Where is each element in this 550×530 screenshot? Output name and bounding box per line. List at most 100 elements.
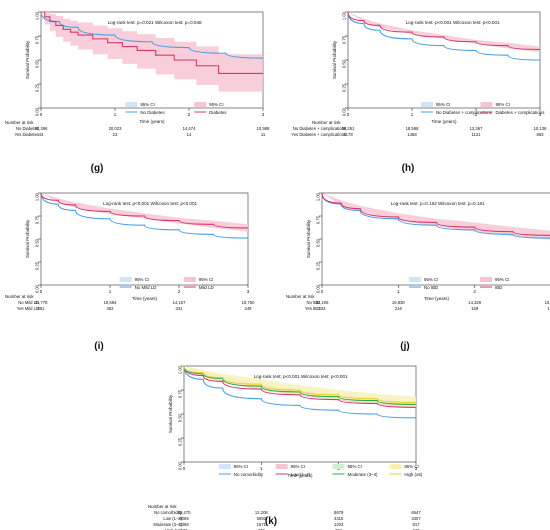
data-point	[299, 394, 301, 396]
data-point	[443, 36, 445, 38]
data-point	[512, 231, 514, 233]
panel-letter: (i)	[94, 341, 103, 352]
risk-group-label: Yes IBD	[305, 306, 320, 311]
y-tick-label: 0.50	[342, 59, 347, 68]
risk-value: 43	[39, 132, 44, 137]
y-tick-label: 0.75	[178, 389, 183, 398]
panel-letter: (g)	[91, 163, 104, 174]
data-point	[173, 59, 175, 61]
risk-value: 32,396	[35, 126, 48, 131]
data-point	[151, 41, 153, 43]
survival-curve	[347, 11, 541, 50]
risk-value: 14,157	[173, 300, 186, 305]
y-tick-label: 0.00	[35, 284, 40, 293]
y-tick-label: 0.50	[316, 238, 321, 247]
y-tick-label: 0.50	[178, 413, 183, 422]
risk-value: 452	[107, 306, 115, 311]
y-tick-label: 0.75	[35, 215, 40, 224]
legend-ci-label: 95% CI	[209, 102, 223, 107]
risk-value: 228	[413, 528, 421, 530]
y-tick-label: 0.25	[178, 437, 183, 446]
data-point	[144, 215, 145, 217]
legend-ci-swatch	[480, 277, 493, 282]
data-point	[225, 52, 227, 54]
test-statistics: Log-rank test: p<0.001 Wilcoxon test: p<…	[406, 20, 500, 25]
x-tick-label: 0	[183, 466, 186, 471]
risk-value: 10,988	[257, 126, 270, 131]
legend-line-label: High (≥5)	[404, 472, 423, 477]
data-point	[222, 380, 224, 382]
data-point	[260, 388, 262, 390]
legend-ci-label: 95% CI	[135, 277, 149, 282]
data-point	[213, 233, 214, 235]
y-tick-label: 0.25	[342, 83, 347, 92]
x-tick-label: 2	[475, 112, 478, 117]
y-axis-label: Survival Probability	[332, 40, 337, 79]
data-point	[299, 404, 301, 406]
risk-value: 291	[335, 528, 343, 530]
x-tick-label: 2	[188, 112, 191, 117]
ci-band	[41, 12, 263, 92]
data-point	[415, 406, 417, 408]
survival-curve	[40, 192, 249, 239]
data-point	[411, 38, 413, 40]
x-tick-label: 0	[40, 112, 43, 117]
risk-value: 20,023	[109, 126, 122, 131]
legend-ci-label: 95% CI	[291, 464, 305, 469]
test-statistics: Log-rank test: p=0.021 Wilcoxon test: p=…	[108, 20, 202, 25]
x-tick-label: 0	[347, 112, 350, 117]
panel-letter: (j)	[400, 341, 409, 352]
y-tick-label: 0.00	[316, 284, 321, 293]
x-tick-label: 1	[397, 289, 400, 294]
risk-value: 1203	[334, 522, 344, 527]
legend-line-label: Diabetes	[209, 110, 227, 115]
legend-ci-label: 95% CI	[199, 277, 213, 282]
legend-ci-swatch	[275, 464, 288, 469]
y-tick-label: 0.25	[316, 261, 321, 270]
legend-line-label: IBD	[495, 285, 502, 290]
data-point	[136, 49, 138, 51]
panel-letter: (h)	[402, 163, 415, 174]
risk-table-title: Number at risk	[312, 120, 341, 125]
y-tick-label: 0.75	[35, 35, 40, 44]
risk-value: 8679	[334, 510, 344, 515]
data-point	[539, 48, 541, 50]
x-tick-label: 1	[109, 289, 112, 294]
data-point	[379, 29, 381, 31]
ci-band	[348, 12, 540, 53]
risk-value: 249	[245, 306, 253, 311]
legend-ci-swatch	[480, 102, 493, 107]
risk-value: 19,594	[104, 300, 117, 305]
data-point	[75, 209, 76, 211]
data-point	[415, 401, 417, 403]
data-point	[40, 192, 42, 194]
data-point	[299, 391, 301, 393]
data-point	[70, 31, 72, 33]
data-point	[213, 223, 214, 225]
legend-line-label: Low (1–2)	[291, 472, 311, 477]
data-point	[109, 218, 111, 220]
risk-value: 10,750	[242, 300, 255, 305]
data-point	[178, 229, 180, 231]
plot-area	[347, 11, 541, 109]
legend-ci-label: 95% CI	[234, 464, 248, 469]
data-point	[107, 42, 109, 44]
data-point	[338, 399, 340, 401]
survival-curve	[347, 11, 541, 61]
data-point	[474, 226, 476, 228]
survival-curve	[41, 11, 263, 74]
legend-line-label: No IBD	[424, 285, 438, 290]
data-point	[262, 57, 264, 59]
risk-value: 863	[537, 132, 545, 137]
legend-ci-label: 95% CI	[404, 464, 418, 469]
risk-group-label: No comorbidity	[154, 510, 183, 515]
survival-curve	[40, 11, 264, 59]
legend-ci-label: 95% CI	[140, 102, 154, 107]
